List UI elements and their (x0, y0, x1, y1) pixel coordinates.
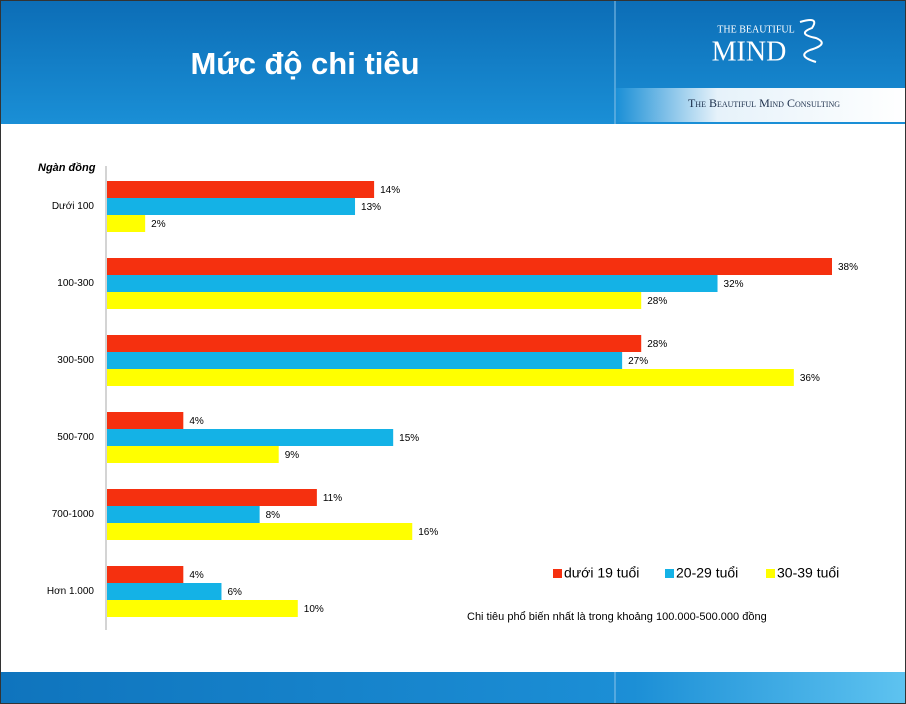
value-label: 14% (380, 185, 400, 196)
legend-label: 20-29 tuổi (676, 565, 738, 581)
bar (107, 566, 184, 583)
bar (107, 198, 356, 215)
category-label: Hơn 1.000 (47, 586, 95, 597)
bar (107, 429, 394, 446)
logo-swirl (799, 19, 823, 63)
legend-swatch (665, 569, 674, 578)
value-label: 9% (285, 450, 300, 461)
value-label: 27% (628, 356, 648, 367)
bar (107, 600, 298, 617)
legend-label: 30-39 tuổi (777, 565, 839, 581)
value-label: 4% (189, 416, 204, 427)
value-label: 28% (647, 296, 667, 307)
value-label: 10% (304, 604, 324, 615)
bar (107, 335, 642, 352)
category-label: 300-500 (57, 355, 94, 366)
bar (107, 489, 317, 506)
logo-tagline: The Beautiful Mind Consulting (688, 96, 840, 110)
bar (107, 583, 222, 600)
legend-swatch (553, 569, 562, 578)
category-label: 500-700 (57, 432, 94, 443)
logo-main: MIND (712, 36, 787, 67)
category-label: Dưới 100 (52, 201, 95, 212)
bar (107, 215, 146, 232)
value-label: 11% (323, 493, 342, 504)
bar (107, 181, 375, 198)
category-label: 100-300 (57, 278, 94, 289)
legend-label: dưới 19 tuổi (564, 565, 639, 581)
value-label: 8% (266, 510, 281, 521)
value-label: 4% (189, 570, 204, 581)
value-label: 28% (647, 339, 667, 350)
tagline-strip (616, 88, 906, 122)
bar (107, 523, 413, 540)
value-label: 38% (838, 262, 858, 273)
value-label: 15% (399, 433, 419, 444)
value-label: 32% (724, 279, 744, 290)
bar (107, 446, 279, 463)
value-label: 6% (227, 587, 242, 598)
slide-title: Mức độ chi tiêu (190, 46, 419, 81)
axis-title: Ngàn đồng (38, 162, 96, 174)
category-label: 700-1000 (52, 509, 95, 520)
bar (107, 352, 623, 369)
value-label: 16% (418, 527, 438, 538)
bar (107, 369, 794, 386)
legend-swatch (766, 569, 775, 578)
logo-top: THE BEAUTIFUL (717, 24, 795, 35)
bar (107, 258, 832, 275)
value-label: 13% (361, 202, 381, 213)
bar (107, 292, 642, 309)
value-label: 36% (800, 373, 820, 384)
bar (107, 275, 718, 292)
value-label: 2% (151, 219, 166, 230)
bar (107, 412, 184, 429)
bar (107, 506, 260, 523)
footer-band (0, 672, 906, 704)
annotation: Chi tiêu phổ biến nhất là trong khoảng 1… (467, 611, 767, 623)
